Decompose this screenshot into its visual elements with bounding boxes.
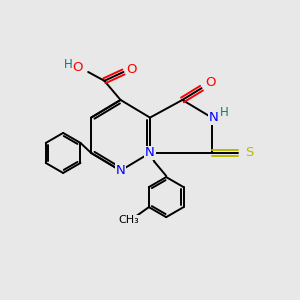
Text: N: N bbox=[116, 164, 125, 177]
Text: O: O bbox=[206, 76, 216, 89]
Text: O: O bbox=[73, 61, 83, 74]
Text: S: S bbox=[245, 146, 254, 159]
Text: N: N bbox=[145, 146, 155, 159]
Text: N: N bbox=[208, 111, 218, 124]
Text: O: O bbox=[127, 62, 137, 76]
Text: CH₃: CH₃ bbox=[119, 215, 140, 225]
Text: H: H bbox=[220, 106, 229, 119]
Text: H: H bbox=[64, 58, 73, 71]
